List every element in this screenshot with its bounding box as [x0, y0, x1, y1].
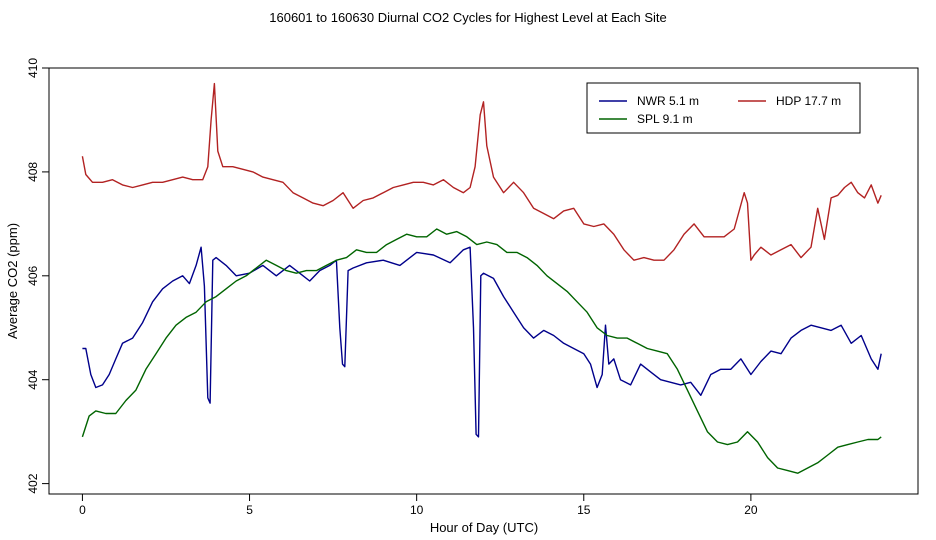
y-tick-label: 404: [26, 369, 40, 389]
y-tick-label: 410: [26, 58, 40, 78]
legend-items: NWR 5.1 m HDP 17.7 m SPL 9.1 m: [599, 94, 841, 126]
y-axis-label: Average CO2 (ppm): [5, 223, 20, 339]
y-tick-label: 402: [26, 473, 40, 493]
x-tick-label: 20: [744, 503, 758, 517]
x-tick-label: 0: [79, 503, 86, 517]
series-layer: [81, 82, 882, 474]
x-tick-label: 15: [577, 503, 591, 517]
series-line-hdp: [81, 82, 882, 261]
legend: NWR 5.1 m HDP 17.7 m SPL 9.1 m: [586, 82, 861, 134]
legend-label-nwr: NWR 5.1 m: [637, 94, 699, 108]
series-line-nwr: [82, 246, 882, 438]
legend-box: [586, 82, 861, 134]
x-tick-label: 5: [246, 503, 253, 517]
legend-label-spl: SPL 9.1 m: [637, 112, 693, 126]
y-tick-label: 406: [26, 265, 40, 285]
legend-label-hdp: HDP 17.7 m: [776, 94, 841, 108]
chart-title: 160601 to 160630 Diurnal CO2 Cycles for …: [269, 10, 666, 25]
x-tick-label: 10: [410, 503, 424, 517]
series-line-spl: [81, 228, 882, 474]
y-axis: 402 404 406 408 410: [26, 58, 50, 494]
y-tick-label: 408: [26, 162, 40, 182]
x-axis: 0 5 10 15 20: [79, 493, 758, 517]
x-axis-label: Hour of Day (UTC): [430, 520, 538, 535]
